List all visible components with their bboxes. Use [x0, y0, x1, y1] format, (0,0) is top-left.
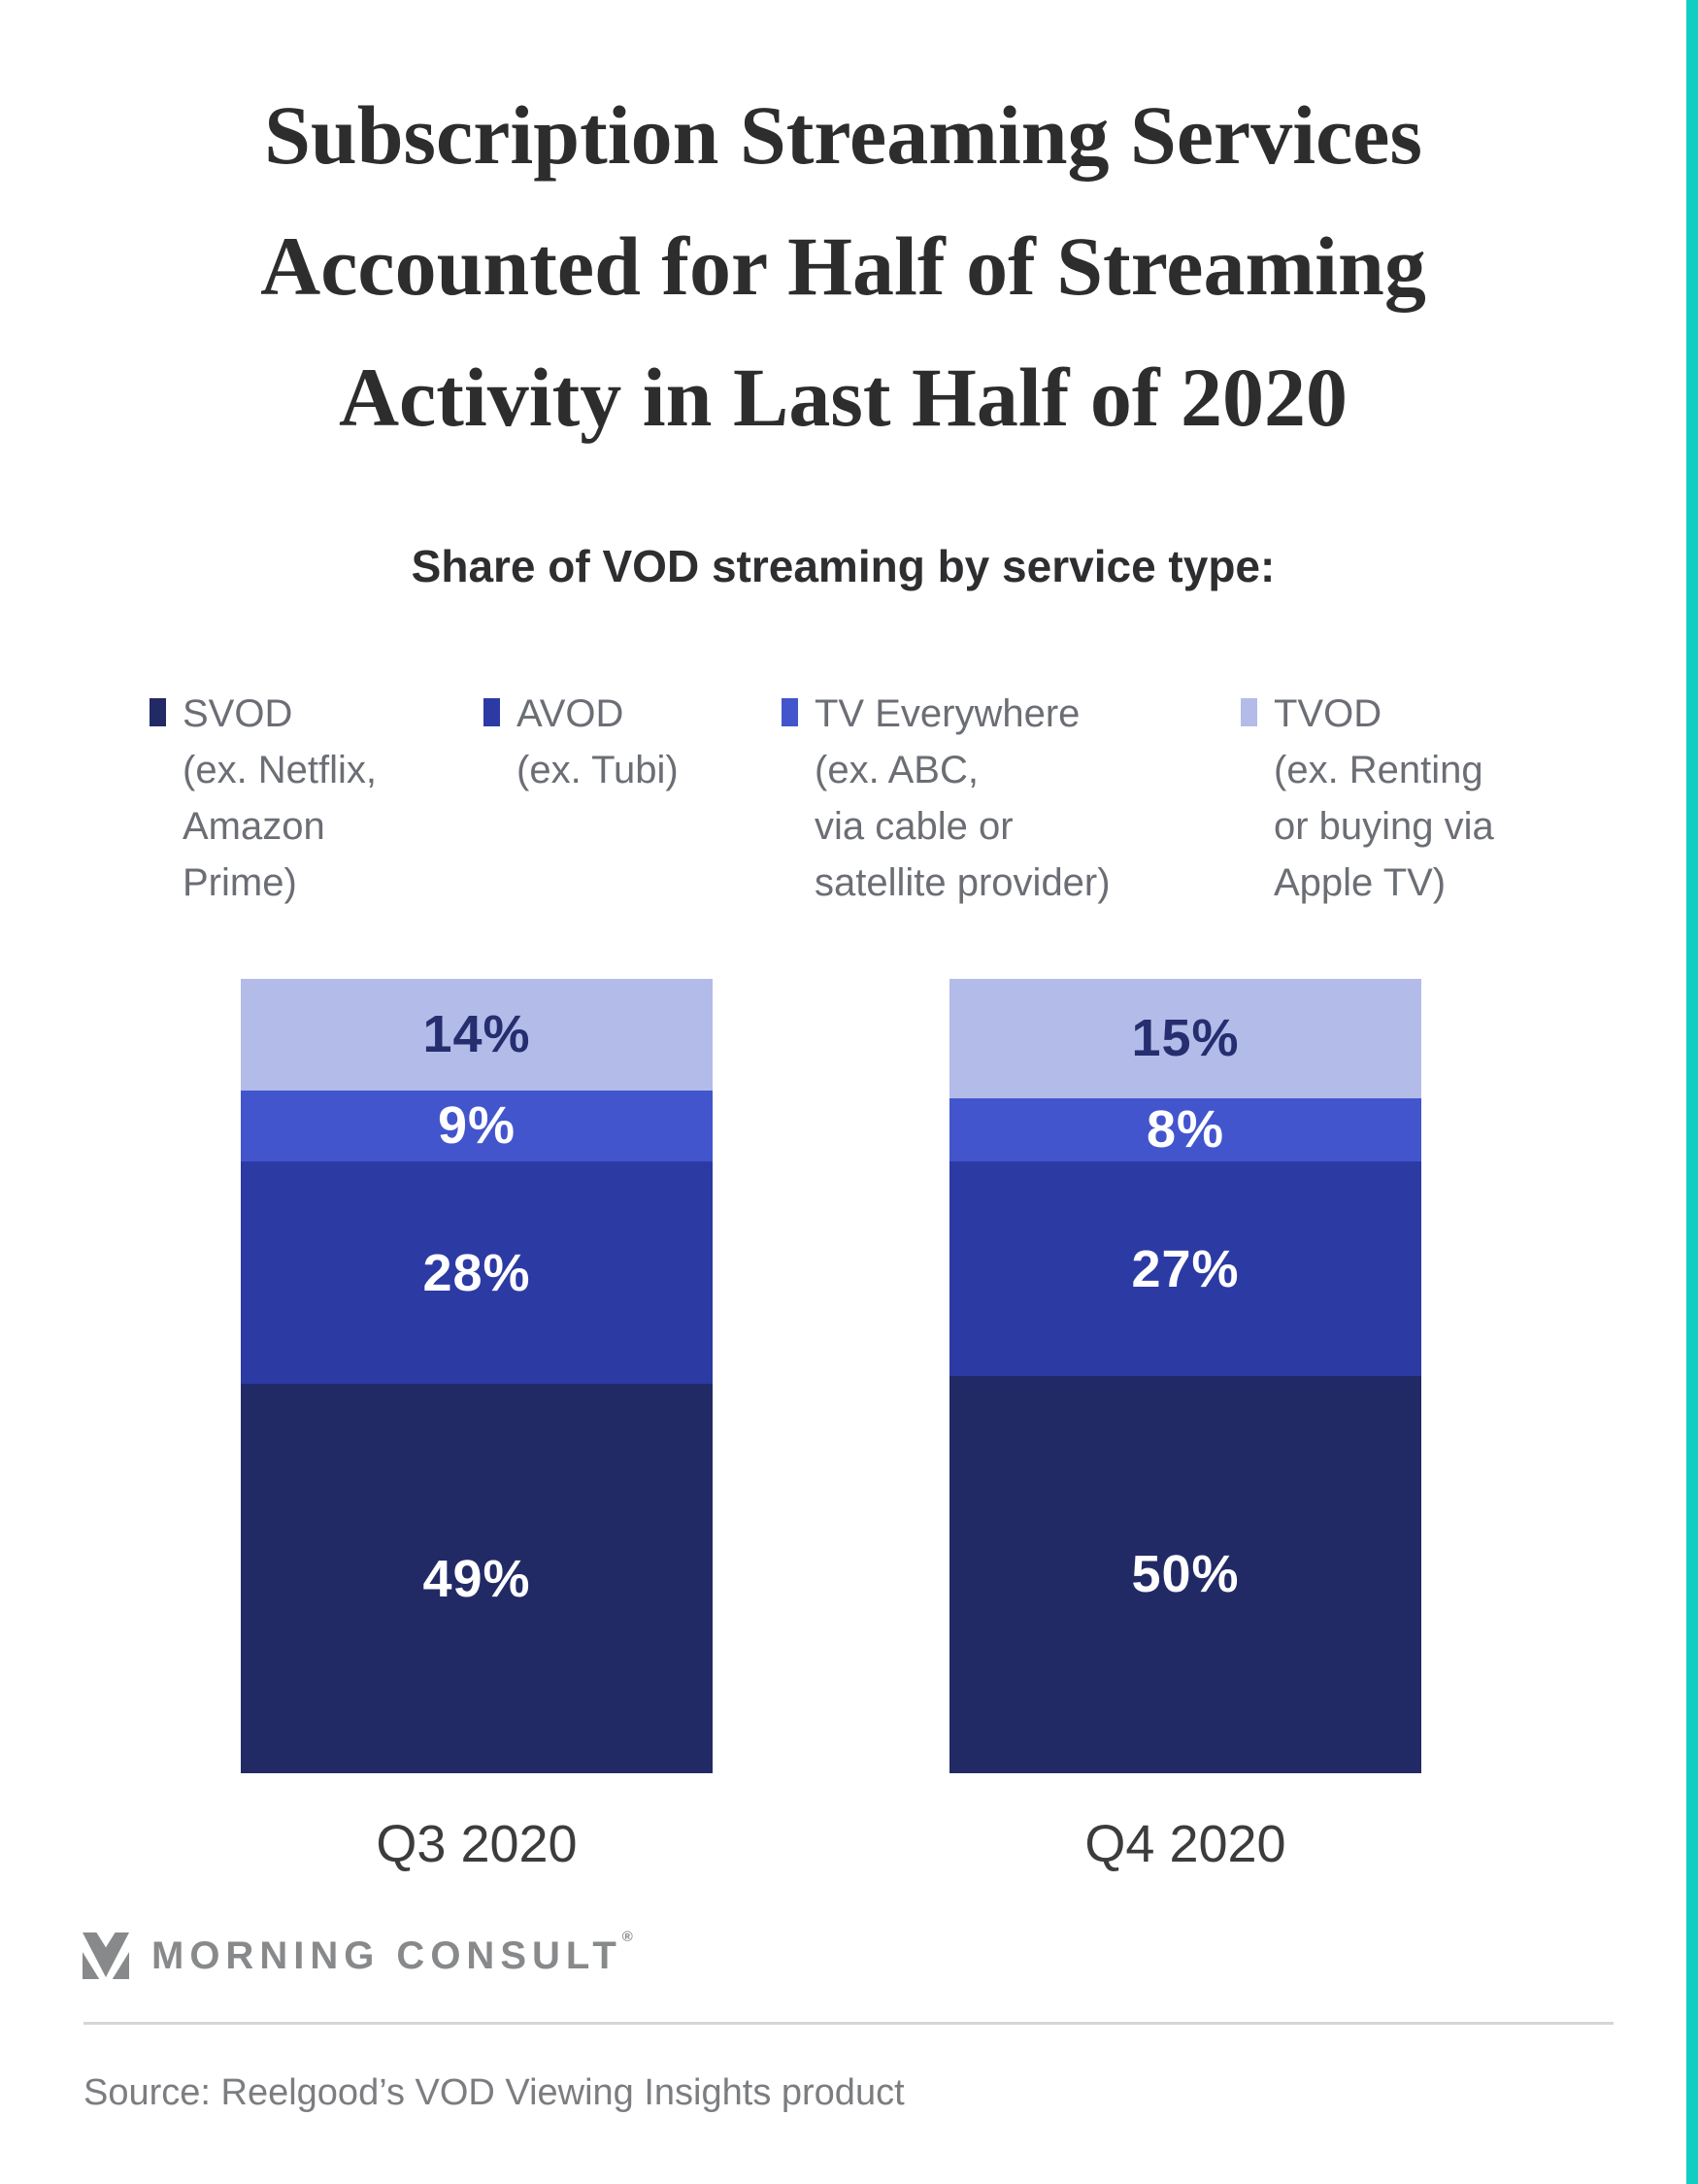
- bar-segment-value-label: 8%: [1146, 1100, 1225, 1159]
- bar-segment-tvod-q3-2020: 14%: [241, 979, 713, 1091]
- legend-text-tv-everywhere: TV Everywhere (ex. ABC, via cable or sat…: [815, 686, 1111, 911]
- logo-text: MORNING CONSULT: [151, 1933, 622, 1977]
- legend-item-desc: (ex. ABC, via cable or satellite provide…: [815, 749, 1111, 904]
- bar-column-q4-2020: 15% 8% 27% 50%: [949, 979, 1421, 1773]
- bar-segment-avod-q4-2020: 27%: [949, 1161, 1421, 1376]
- page-title: Subscription Streaming Services Accounte…: [260, 88, 1426, 444]
- bar-category-label: Q4 2020: [1084, 1815, 1286, 1873]
- legend-swatch-tv-everywhere-icon: [782, 698, 798, 726]
- legend-item-desc: (ex. Renting or buying via Apple TV): [1274, 749, 1494, 904]
- bar-segment-value-label: 49%: [422, 1549, 531, 1608]
- bar-category-label: Q3 2020: [376, 1815, 578, 1873]
- source-note: Source: Reelgood’s VOD Viewing Insights …: [83, 2072, 905, 2113]
- legend-text-avod: AVOD (ex. Tubi): [516, 686, 679, 798]
- teal-accent-strip: [1686, 0, 1698, 2184]
- bar-segment-value-label: 9%: [437, 1096, 516, 1156]
- bar-segment-svod-q3-2020: 49%: [241, 1384, 713, 1773]
- footer-divider: [83, 2022, 1614, 2025]
- legend-item-avod: AVOD (ex. Tubi): [483, 686, 679, 798]
- bar-group-q3-2020: 14% 9% 28% 49% Q3 2020: [241, 979, 713, 1874]
- legend-item-name: TVOD: [1274, 692, 1382, 735]
- bar-segment-tv-everywhere-q4-2020: 8%: [949, 1097, 1421, 1162]
- bar-segment-value-label: 50%: [1131, 1545, 1240, 1604]
- legend-item-desc: (ex. Tubi): [516, 749, 679, 791]
- bar-segment-tvod-q4-2020: 15%: [949, 979, 1421, 1098]
- bar-segment-avod-q3-2020: 28%: [241, 1161, 713, 1385]
- bar-segment-svod-q4-2020: 50%: [949, 1375, 1421, 1773]
- bar-segment-value-label: 14%: [422, 1005, 531, 1064]
- bar-segment-value-label: 28%: [422, 1243, 531, 1302]
- legend-item-tv-everywhere: TV Everywhere (ex. ABC, via cable or sat…: [782, 686, 1111, 911]
- legend-item-svod: SVOD (ex. Netflix, Amazon Prime): [150, 686, 377, 911]
- bar-segment-tv-everywhere-q3-2020: 9%: [241, 1090, 713, 1162]
- bar-segment-value-label: 15%: [1131, 1009, 1240, 1068]
- morning-consult-logomark-icon: [83, 1932, 129, 1979]
- chart-legend: SVOD (ex. Netflix, Amazon Prime) AVOD (e…: [0, 686, 1686, 928]
- registered-trademark: ®: [621, 1928, 633, 1945]
- legend-item-name: AVOD: [516, 692, 624, 735]
- legend-swatch-avod-icon: [483, 698, 500, 726]
- legend-swatch-tvod-icon: [1241, 698, 1257, 726]
- legend-text-tvod: TVOD (ex. Renting or buying via Apple TV…: [1274, 686, 1494, 911]
- legend-item-desc: (ex. Netflix, Amazon Prime): [183, 749, 378, 904]
- bar-segment-value-label: 27%: [1131, 1239, 1240, 1298]
- legend-item-tvod: TVOD (ex. Renting or buying via Apple TV…: [1241, 686, 1494, 911]
- legend-text-svod: SVOD (ex. Netflix, Amazon Prime): [183, 686, 377, 911]
- legend-item-name: SVOD: [183, 692, 293, 735]
- legend-swatch-svod-icon: [150, 698, 166, 726]
- legend-item-name: TV Everywhere: [815, 692, 1081, 735]
- morning-consult-logo: MORNING CONSULT®: [82, 1929, 633, 1979]
- bar-group-q4-2020: 15% 8% 27% 50% Q4 2020: [949, 979, 1421, 1874]
- morning-consult-wordmark: MORNING CONSULT®: [151, 1929, 633, 1978]
- bar-column-q3-2020: 14% 9% 28% 49%: [241, 979, 713, 1773]
- chart-subtitle: Share of VOD streaming by service type:: [411, 541, 1276, 591]
